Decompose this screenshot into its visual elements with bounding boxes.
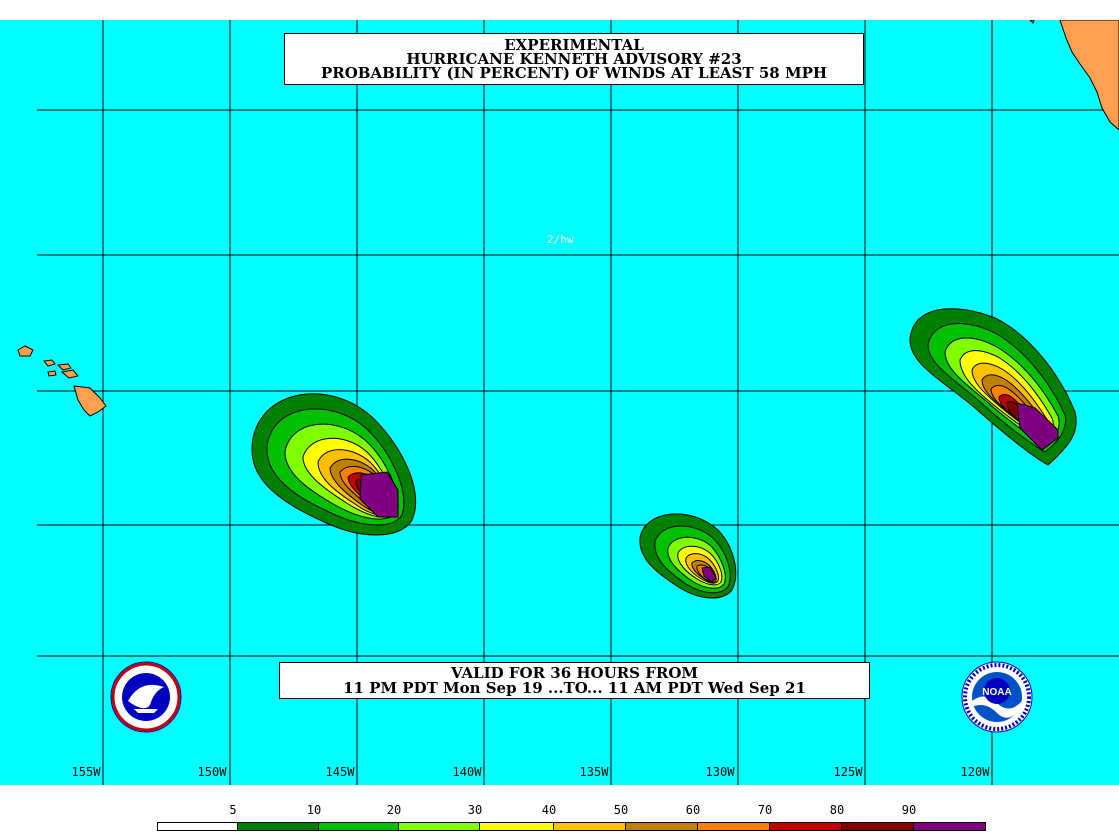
legend-label: 90 <box>901 803 917 817</box>
legend-swatch <box>841 822 914 831</box>
title-line-2: HURRICANE KENNETH ADVISORY #23 <box>406 50 742 68</box>
legend-swatch <box>479 822 554 831</box>
noaa-logo-icon: NOAA <box>961 661 1033 733</box>
longitude-label: 140W <box>452 765 482 779</box>
probability-swath-east <box>909 308 1077 466</box>
legend-label: 80 <box>829 803 845 817</box>
legend-swatch <box>318 822 399 831</box>
map-area: NOAA <box>0 20 1119 785</box>
longitude-label: 145W <box>325 765 355 779</box>
legend-swatch <box>769 822 842 831</box>
title-line-3: PROBABILITY (IN PERCENT) OF WINDS AT LEA… <box>320 64 828 82</box>
legend-label: 20 <box>386 803 402 817</box>
forecaster-credit: 2/hw <box>547 233 574 246</box>
longitude-label: 150W <box>197 765 227 779</box>
hawaii-islands <box>17 345 107 417</box>
legend-label: 5 <box>229 803 237 817</box>
legend-swatch <box>553 822 626 831</box>
legend-label: 10 <box>306 803 322 817</box>
legend-swatch <box>398 822 480 831</box>
longitude-label: 130W <box>705 765 735 779</box>
map-title: EXPERIMENTAL HURRICANE KENNETH ADVISORY … <box>284 33 864 85</box>
valid-line-1: VALID FOR 36 HOURS FROM <box>450 664 699 682</box>
legend-swatch <box>697 822 770 831</box>
svg-text:NOAA: NOAA <box>982 687 1011 698</box>
legend-label: 30 <box>467 803 483 817</box>
valid-period: VALID FOR 36 HOURS FROM 11 PM PDT Mon Se… <box>279 662 870 699</box>
north-america-land <box>1059 20 1119 131</box>
legend-swatch <box>625 822 698 831</box>
legend-label: 70 <box>757 803 773 817</box>
graticule <box>37 20 1119 785</box>
valid-line-2: 11 PM PDT Mon Sep 19 ...TO... 11 AM PDT … <box>343 679 806 697</box>
nws-logo-icon <box>110 661 182 733</box>
legend-label: 60 <box>685 803 701 817</box>
title-line-1: EXPERIMENTAL <box>504 36 644 54</box>
probability-swath-center <box>639 513 737 599</box>
longitude-label: 135W <box>579 765 609 779</box>
legend-swatch <box>157 822 238 831</box>
longitude-label: 155W <box>71 765 101 779</box>
probability-swath-west <box>251 393 417 536</box>
legend-label: 40 <box>541 803 557 817</box>
longitude-label: 125W <box>833 765 863 779</box>
coast-island <box>1029 20 1035 24</box>
probability-legend: 5 10 20 30 40 50 60 70 80 90 <box>0 795 1119 839</box>
legend-swatch <box>913 822 986 831</box>
longitude-label: 120W <box>960 765 990 779</box>
probability-map <box>17 20 1119 785</box>
legend-swatch <box>237 822 319 831</box>
legend-label: 50 <box>613 803 629 817</box>
